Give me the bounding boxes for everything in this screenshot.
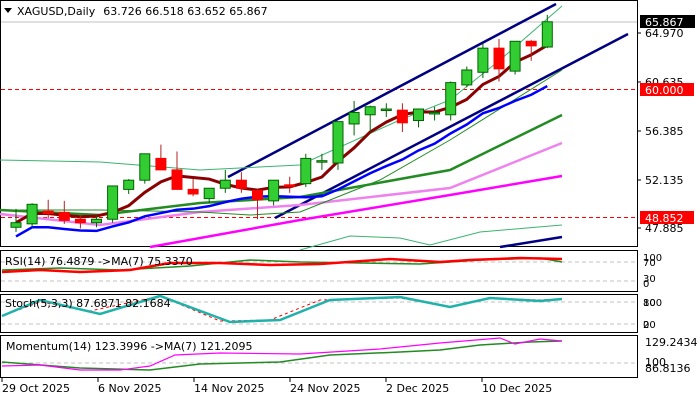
svg-text:24 Nov 2025: 24 Nov 2025 [290,382,360,395]
rsi-label: RSI(14) 76.4879 ->MA(7) 75.3370 [5,255,193,268]
svg-text:47.885: 47.885 [645,222,684,235]
svg-text:14 Nov 2025: 14 Nov 2025 [194,382,264,395]
momentum-axis: 129.2434 100 86.8136 [645,336,698,375]
triangle-down-icon[interactable] [4,8,12,13]
svg-text:80: 80 [643,298,656,309]
svg-text:60.000: 60.000 [645,84,684,97]
rsi-axis: 100 70 30 0 [643,253,662,290]
candlesticks [10,14,553,232]
symbol-title: XAGUSD,Daily 63.726 66.518 63.652 65.867 [17,5,268,18]
level-60-tag [640,83,694,96]
svg-text:0: 0 [643,320,649,331]
current-price-value: 65.867 [645,16,684,29]
svg-text:29 Oct 2025: 29 Oct 2025 [2,382,70,395]
level-48852-tag [640,211,694,224]
stochastic-lines [1,294,563,324]
svg-text:100: 100 [643,253,662,264]
stochastic-axis: 100 80 20 0 [643,298,662,331]
svg-text:0: 0 [643,279,649,290]
rsi-lines [1,256,563,274]
svg-text:64.970: 64.970 [645,27,684,40]
svg-text:100: 100 [643,298,662,309]
svg-text:2 Dec 2025: 2 Dec 2025 [386,382,449,395]
svg-text:52.135: 52.135 [645,174,684,187]
svg-text:100: 100 [645,356,666,369]
stochastic-label: Stoch(5,3,3) 87.6871 82.1684 [5,297,171,310]
svg-text:56.385: 56.385 [645,125,684,138]
svg-text:48.852: 48.852 [645,212,684,225]
momentum-lines [1,337,563,371]
current-price-tag [640,15,695,28]
price-axis: 64.970 60.635 56.385 52.135 47.885 [637,27,684,235]
time-axis: 29 Oct 2025 6 Nov 2025 14 Nov 2025 24 No… [1,378,552,395]
svg-text:20: 20 [643,320,656,331]
svg-text:129.2434: 129.2434 [645,336,698,349]
svg-text:10 Dec 2025: 10 Dec 2025 [482,382,552,395]
svg-text:86.8136: 86.8136 [645,362,691,375]
svg-text:6 Nov 2025: 6 Nov 2025 [98,382,161,395]
svg-text:30: 30 [643,274,656,285]
svg-text:70: 70 [643,258,656,269]
momentum-label: Momentum(14) 123.3996 ->MA(7) 121.2095 [6,340,253,353]
